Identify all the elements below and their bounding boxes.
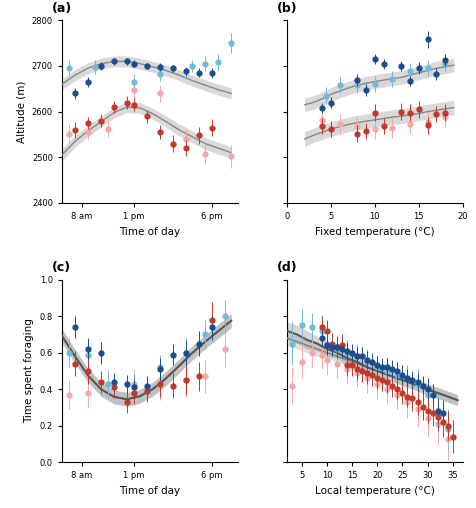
X-axis label: Fixed temperature (°C): Fixed temperature (°C)	[314, 227, 434, 237]
Text: (d): (d)	[276, 261, 297, 274]
Y-axis label: Altitude (m): Altitude (m)	[16, 80, 26, 143]
Text: (a): (a)	[51, 2, 71, 15]
Text: (b): (b)	[276, 2, 297, 15]
X-axis label: Local temperature (°C): Local temperature (°C)	[314, 486, 434, 496]
Text: (c): (c)	[51, 261, 70, 274]
X-axis label: Time of day: Time of day	[119, 227, 180, 237]
Y-axis label: Time spent foraging: Time spent foraging	[24, 319, 34, 423]
X-axis label: Time of day: Time of day	[119, 486, 180, 496]
